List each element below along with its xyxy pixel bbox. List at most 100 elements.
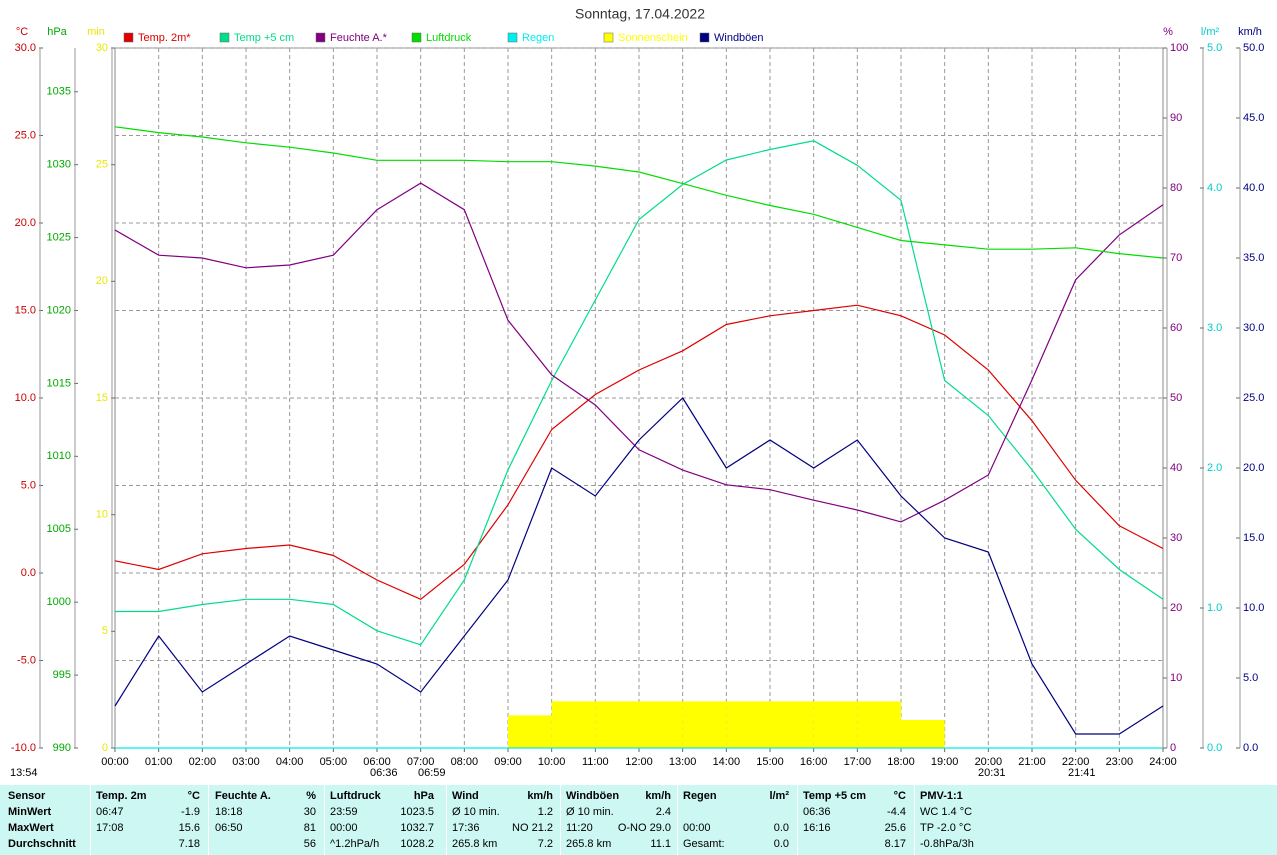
x-tick-label: 12:00 (625, 756, 653, 768)
sunshine-bar (770, 701, 814, 748)
column-separator (446, 785, 447, 855)
table-header-cell: MaxWert (8, 822, 54, 834)
y-tick-label: 0.0 (1243, 742, 1258, 754)
y-tick-label: 1005 (47, 523, 71, 535)
table-cell: 7.2 (537, 838, 553, 850)
y-tick-label: 15.0 (15, 304, 36, 316)
axis-unit: l/m² (1201, 26, 1220, 38)
sunshine-bar (857, 701, 901, 748)
y-tick-label: 5.0 (1207, 42, 1222, 54)
x-tick-label: 24:00 (1149, 756, 1177, 768)
table-cell: 06:50 (215, 822, 243, 834)
y-tick-label: 10.0 (15, 392, 36, 404)
sunshine-bar (639, 701, 683, 748)
column-separator (90, 785, 91, 855)
table-cell: Gesamt: (683, 838, 725, 850)
x-tick-label: 17:00 (844, 756, 872, 768)
table-cell: 17:36 (452, 822, 480, 834)
annotation: 06:59 (418, 767, 446, 779)
x-tick-label: 06:00 (363, 756, 391, 768)
table-cell: 18:18 (215, 806, 243, 818)
sunshine-bar (813, 701, 858, 748)
y-tick-label: 25.0 (15, 129, 36, 141)
y-tick-label: 30 (1170, 532, 1182, 544)
legend-label: Temp. 2m* (138, 32, 191, 44)
y-tick-label: -5.0 (17, 654, 36, 666)
table-cell: 30 (303, 806, 316, 818)
x-tick-label: 19:00 (931, 756, 959, 768)
y-tick-label: 60 (1170, 322, 1182, 334)
y-tick-label: 10.0 (1243, 602, 1264, 614)
table-cell: 0.0 (773, 822, 789, 834)
y-tick-label: 15.0 (1243, 532, 1264, 544)
column-separator (324, 785, 325, 855)
y-tick-label: 1030 (47, 159, 71, 171)
table-header-cell: Regen (683, 790, 717, 802)
table-cell: ^1.2hPa/h (330, 838, 380, 850)
x-tick-label: 10:00 (538, 756, 566, 768)
x-tick-label: 14:00 (713, 756, 741, 768)
table-header-cell: Feuchte A. (215, 790, 271, 802)
y-tick-label: 5.0 (21, 479, 36, 491)
sunshine-bar (726, 701, 770, 748)
y-tick-label: 30.0 (1243, 322, 1264, 334)
legend-swatch (219, 32, 230, 43)
table-cell: 16:16 (803, 822, 831, 834)
table-cell: NO 21.2 (512, 822, 553, 834)
y-tick-label: 50.0 (1243, 42, 1264, 54)
x-tick-label: 07:00 (407, 756, 435, 768)
sunshine-bar (508, 715, 552, 748)
table-cell: -0.8hPa/3h (920, 838, 974, 850)
y-tick-label: 40 (1170, 462, 1182, 474)
chart-title: Sonntag, 17.04.2022 (575, 6, 705, 22)
legend-label: Luftdruck (426, 32, 472, 44)
series-line (114, 182, 1164, 523)
x-tick-label: 01:00 (145, 756, 173, 768)
y-tick-label: 30 (96, 42, 108, 54)
y-tick-label: 4.0 (1207, 182, 1222, 194)
y-tick-label: 1015 (47, 377, 71, 389)
x-tick-label: 22:00 (1062, 756, 1090, 768)
y-tick-label: 0 (102, 742, 108, 754)
y-tick-label: 990 (53, 742, 71, 754)
y-tick-label: 1010 (47, 450, 71, 462)
y-tick-label: 0.0 (1207, 742, 1222, 754)
y-tick-label: -10.0 (11, 742, 36, 754)
y-tick-label: 1020 (47, 304, 71, 316)
table-cell: Ø 10 min. (566, 806, 614, 818)
y-tick-label: 1025 (47, 231, 71, 243)
series-line (114, 397, 1164, 735)
table-cell: 7.18 (178, 838, 200, 850)
column-separator (914, 785, 915, 855)
table-cell: 06:36 (803, 806, 831, 818)
table-cell: O-NO 29.0 (617, 822, 671, 834)
series-line (114, 304, 1164, 600)
x-tick-label: 16:00 (800, 756, 828, 768)
x-tick-label: 04:00 (276, 756, 304, 768)
sunshine-bar (682, 701, 727, 748)
x-tick-label: 21:00 (1018, 756, 1046, 768)
table-header-cell: °C (187, 790, 200, 802)
table-cell: 11.1 (650, 838, 671, 850)
series-line (114, 126, 1164, 259)
y-tick-label: 70 (1170, 252, 1182, 264)
sunshine-bar (551, 701, 596, 748)
table-cell: 81 (303, 822, 316, 834)
table-cell: 2.4 (655, 806, 671, 818)
table-cell: Ø 10 min. (452, 806, 500, 818)
y-tick-label: 1035 (47, 86, 71, 98)
column-separator (677, 785, 678, 855)
table-cell: 06:47 (96, 806, 124, 818)
y-tick-label: 50 (1170, 392, 1182, 404)
table-header-cell: Luftdruck (330, 790, 381, 802)
table-header-cell: MinWert (8, 806, 52, 818)
table-cell: 265.8 km (452, 838, 498, 850)
table-header-cell: Temp. 2m (96, 790, 147, 802)
legend-swatch (411, 32, 422, 43)
y-tick-label: 20 (96, 275, 108, 287)
table-cell: 8.17 (884, 838, 906, 850)
table-cell: TP -2.0 °C (920, 822, 972, 834)
legend-swatch (699, 32, 710, 43)
annotation: 20:31 (978, 767, 1006, 779)
